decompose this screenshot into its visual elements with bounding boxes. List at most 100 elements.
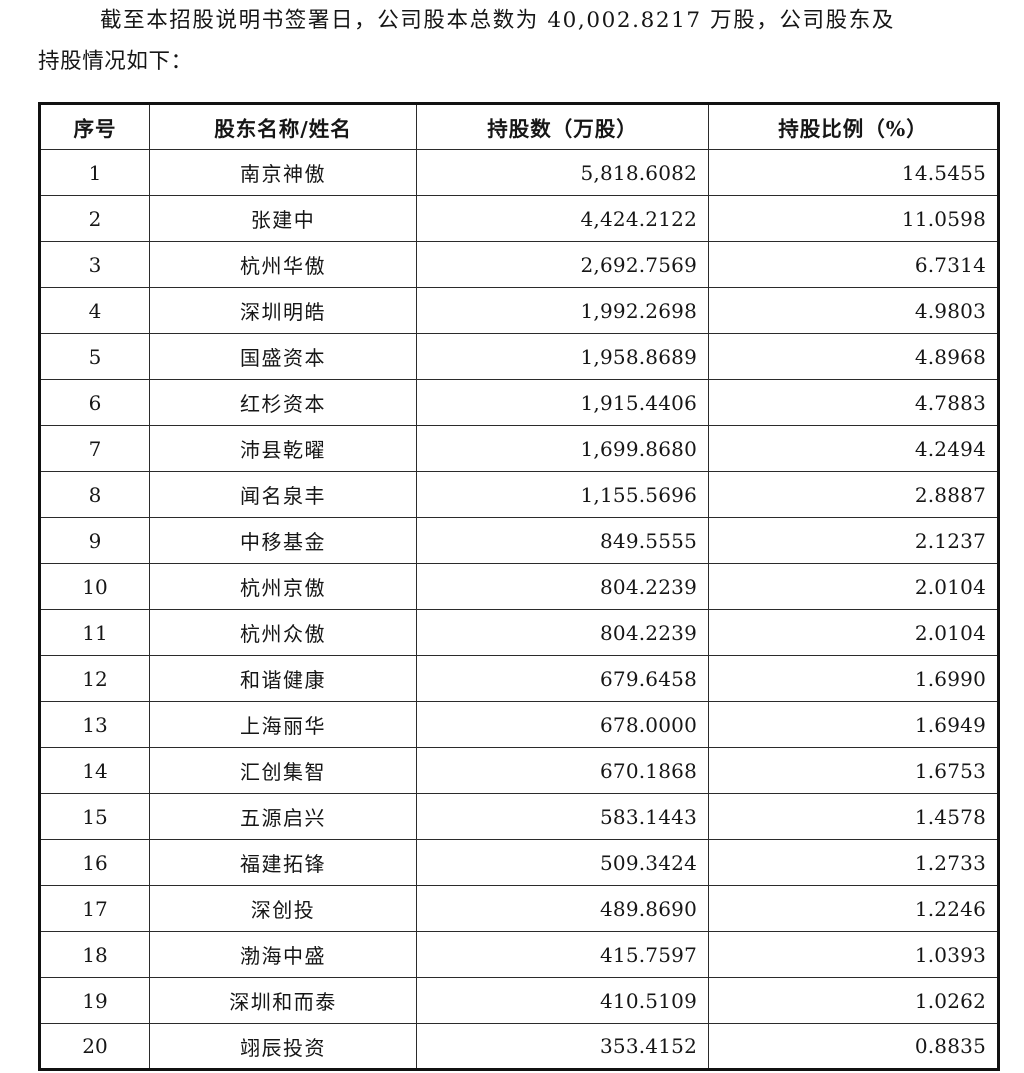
table-row: 15 五源启兴 583.1443 1.4578 <box>39 793 999 840</box>
cell-share-ratio: 4.2494 <box>708 425 999 472</box>
column-header-index: 序号 <box>39 103 150 150</box>
cell-shareholder-name: 深圳明皓 <box>149 287 417 334</box>
cell-share-ratio: 2.0104 <box>708 563 999 610</box>
cell-shareholder-name: 汇创集智 <box>149 747 417 794</box>
table-row: 18 渤海中盛 415.7597 1.0393 <box>39 931 999 978</box>
cell-index: 19 <box>39 977 150 1024</box>
cell-share-count: 415.7597 <box>416 931 709 978</box>
table-row: 12 和谐健康 679.6458 1.6990 <box>39 655 999 702</box>
table-row: 20 翊辰投资 353.4152 0.8835 <box>39 1023 999 1070</box>
cell-index: 11 <box>39 609 150 656</box>
cell-share-ratio: 1.0262 <box>708 977 999 1024</box>
table-row: 3 杭州华傲 2,692.7569 6.7314 <box>39 241 999 288</box>
intro-line-1: 截至本招股说明书签署日，公司股本总数为 40,002.8217 万股，公司股东及 <box>100 8 895 33</box>
table-row: 13 上海丽华 678.0000 1.6949 <box>39 701 999 748</box>
column-header-shareholder-name: 股东名称/姓名 <box>149 103 417 150</box>
cell-shareholder-name: 福建拓锋 <box>149 839 417 886</box>
shareholders-table-container: 序号 股东名称/姓名 持股数（万股） 持股比例（%） 1 南京神傲 5,818.60… <box>38 102 1000 1071</box>
cell-share-count: 670.1868 <box>416 747 709 794</box>
table-row: 1 南京神傲 5,818.6082 14.5455 <box>39 149 999 196</box>
cell-share-count: 410.5109 <box>416 977 709 1024</box>
cell-share-count: 679.6458 <box>416 655 709 702</box>
cell-shareholder-name: 中移基金 <box>149 517 417 564</box>
cell-index: 9 <box>39 517 150 564</box>
intro-line-2: 持股情况如下： <box>38 49 193 74</box>
cell-index: 5 <box>39 333 150 380</box>
cell-shareholder-name: 杭州京傲 <box>149 563 417 610</box>
cell-index: 20 <box>39 1023 150 1070</box>
cell-index: 18 <box>39 931 150 978</box>
cell-share-ratio: 2.8887 <box>708 471 999 518</box>
cell-shareholder-name: 上海丽华 <box>149 701 417 748</box>
cell-share-ratio: 11.0598 <box>708 195 999 242</box>
cell-shareholder-name: 和谐健康 <box>149 655 417 702</box>
cell-share-count: 849.5555 <box>416 517 709 564</box>
cell-share-count: 1,155.5696 <box>416 471 709 518</box>
cell-share-count: 1,699.8680 <box>416 425 709 472</box>
cell-share-count: 583.1443 <box>416 793 709 840</box>
cell-share-ratio: 1.6949 <box>708 701 999 748</box>
cell-index: 3 <box>39 241 150 288</box>
cell-shareholder-name: 深创投 <box>149 885 417 932</box>
cell-index: 13 <box>39 701 150 748</box>
cell-share-ratio: 6.7314 <box>708 241 999 288</box>
cell-shareholder-name: 杭州华傲 <box>149 241 417 288</box>
cell-index: 2 <box>39 195 150 242</box>
table-row: 17 深创投 489.8690 1.2246 <box>39 885 999 932</box>
cell-share-ratio: 1.4578 <box>708 793 999 840</box>
cell-share-ratio: 1.2733 <box>708 839 999 886</box>
cell-index: 1 <box>39 149 150 196</box>
cell-index: 10 <box>39 563 150 610</box>
cell-share-count: 1,992.2698 <box>416 287 709 334</box>
cell-share-ratio: 1.2246 <box>708 885 999 932</box>
cell-share-ratio: 4.7883 <box>708 379 999 426</box>
cell-shareholder-name: 翊辰投资 <box>149 1023 417 1070</box>
cell-share-count: 804.2239 <box>416 563 709 610</box>
cell-shareholder-name: 杭州众傲 <box>149 609 417 656</box>
table-header: 序号 股东名称/姓名 持股数（万股） 持股比例（%） <box>39 103 999 150</box>
cell-shareholder-name: 五源启兴 <box>149 793 417 840</box>
cell-index: 4 <box>39 287 150 334</box>
intro-paragraph: 截至本招股说明书签署日，公司股本总数为 40,002.8217 万股，公司股东及… <box>0 0 1024 82</box>
cell-share-count: 1,915.4406 <box>416 379 709 426</box>
cell-share-count: 804.2239 <box>416 609 709 656</box>
table-body: 1 南京神傲 5,818.6082 14.5455 2 张建中 4,424.2122 11.0… <box>39 149 999 1070</box>
cell-share-ratio: 1.6753 <box>708 747 999 794</box>
cell-shareholder-name: 红杉资本 <box>149 379 417 426</box>
table-row: 10 杭州京傲 804.2239 2.0104 <box>39 563 999 610</box>
cell-shareholder-name: 南京神傲 <box>149 149 417 196</box>
cell-share-ratio: 1.0393 <box>708 931 999 978</box>
shareholders-table: 序号 股东名称/姓名 持股数（万股） 持股比例（%） 1 南京神傲 5,818.60… <box>38 102 1000 1071</box>
cell-share-count: 489.8690 <box>416 885 709 932</box>
cell-index: 7 <box>39 425 150 472</box>
cell-index: 16 <box>39 839 150 886</box>
cell-shareholder-name: 沛县乾曜 <box>149 425 417 472</box>
cell-share-count: 509.3424 <box>416 839 709 886</box>
cell-share-ratio: 2.0104 <box>708 609 999 656</box>
cell-share-ratio: 14.5455 <box>708 149 999 196</box>
cell-share-ratio: 4.8968 <box>708 333 999 380</box>
table-row: 2 张建中 4,424.2122 11.0598 <box>39 195 999 242</box>
cell-index: 6 <box>39 379 150 426</box>
cell-index: 8 <box>39 471 150 518</box>
cell-share-count: 1,958.8689 <box>416 333 709 380</box>
table-row: 7 沛县乾曜 1,699.8680 4.2494 <box>39 425 999 472</box>
cell-shareholder-name: 深圳和而泰 <box>149 977 417 1024</box>
table-row: 6 红杉资本 1,915.4406 4.7883 <box>39 379 999 426</box>
cell-index: 14 <box>39 747 150 794</box>
table-header-row: 序号 股东名称/姓名 持股数（万股） 持股比例（%） <box>39 103 999 150</box>
table-row: 4 深圳明皓 1,992.2698 4.9803 <box>39 287 999 334</box>
cell-shareholder-name: 国盛资本 <box>149 333 417 380</box>
column-header-share-ratio: 持股比例（%） <box>708 103 999 150</box>
cell-share-count: 5,818.6082 <box>416 149 709 196</box>
cell-share-count: 2,692.7569 <box>416 241 709 288</box>
table-row: 9 中移基金 849.5555 2.1237 <box>39 517 999 564</box>
cell-share-ratio: 4.9803 <box>708 287 999 334</box>
table-row: 14 汇创集智 670.1868 1.6753 <box>39 747 999 794</box>
table-row: 8 闻名泉丰 1,155.5696 2.8887 <box>39 471 999 518</box>
cell-index: 12 <box>39 655 150 702</box>
cell-share-ratio: 0.8835 <box>708 1023 999 1070</box>
cell-shareholder-name: 张建中 <box>149 195 417 242</box>
cell-share-count: 4,424.2122 <box>416 195 709 242</box>
